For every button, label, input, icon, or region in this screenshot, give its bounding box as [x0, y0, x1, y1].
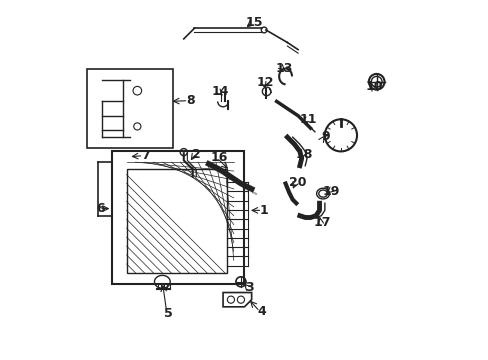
Text: 19: 19 — [322, 185, 339, 198]
Bar — [87, 69, 173, 148]
Text: 16: 16 — [210, 151, 227, 165]
Text: 8: 8 — [185, 94, 194, 107]
Text: 2: 2 — [191, 148, 200, 162]
Text: 18: 18 — [295, 148, 312, 161]
Text: 5: 5 — [164, 307, 173, 320]
Text: 4: 4 — [257, 305, 265, 318]
Text: 20: 20 — [288, 176, 305, 189]
Text: 10: 10 — [365, 80, 382, 93]
Text: 7: 7 — [141, 149, 149, 162]
Text: 11: 11 — [299, 113, 316, 126]
Text: 1: 1 — [259, 204, 268, 217]
Bar — [112, 152, 244, 284]
Text: 15: 15 — [245, 15, 263, 28]
Text: 13: 13 — [275, 62, 293, 75]
Text: 6: 6 — [97, 202, 105, 215]
Text: 12: 12 — [256, 76, 273, 89]
Bar — [126, 169, 226, 273]
Text: 14: 14 — [211, 85, 228, 98]
Text: 17: 17 — [313, 216, 330, 229]
Text: 3: 3 — [245, 282, 254, 294]
Text: 9: 9 — [321, 130, 329, 143]
